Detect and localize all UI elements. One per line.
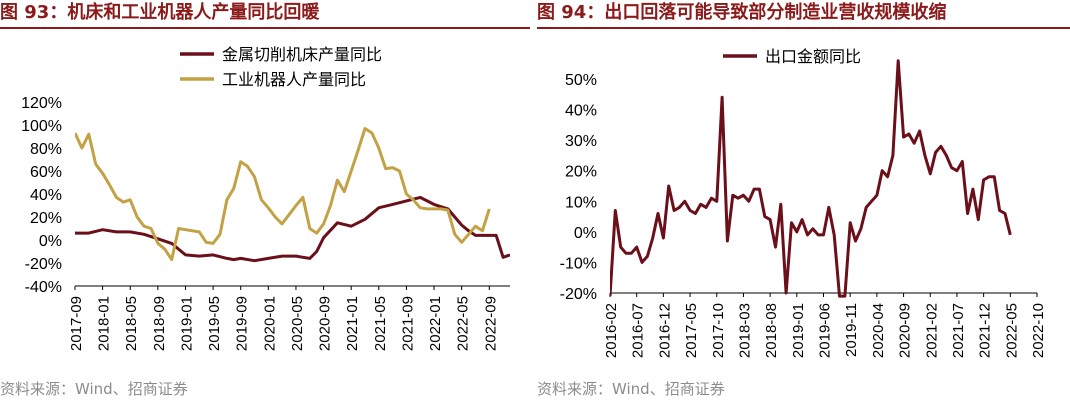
x-tick-label: 2022-05: [1003, 303, 1020, 358]
title-rule-2: [537, 27, 1070, 29]
y-tick-label: 10%: [565, 194, 597, 211]
source-note-2: 资料来源：Wind、招商证券: [537, 380, 725, 398]
x-tick-label: 2022-10: [1030, 303, 1047, 358]
y-tick-label: 50%: [565, 72, 597, 89]
x-tick-label: 2019-06: [817, 303, 834, 358]
x-tick-label: 2022-09: [482, 296, 499, 351]
y-tick-label: 0%: [574, 225, 597, 242]
x-tick-label: 2021-02: [923, 303, 940, 358]
y-tick-label: 80%: [30, 141, 62, 158]
x-tick-label: 2016-02: [603, 303, 620, 358]
y-tick-label: 40%: [565, 103, 597, 120]
figure-label-2: 图 94：: [537, 2, 605, 23]
y-tick-label: -10%: [560, 255, 597, 272]
y-tick-label: 120%: [21, 95, 62, 112]
chart-panel-1: 图 93：机床和工业机器人产量同比回暖 -40% -20% 0% 20% 40% 60% 8…: [0, 0, 530, 405]
x-tick-label: 2020-05: [289, 296, 306, 351]
y-tick-label: 60%: [30, 164, 62, 181]
y-tick-label: -40%: [25, 279, 62, 296]
x-tick-label: 2019-01: [178, 296, 195, 351]
figure-label-1: 图 93：: [0, 2, 68, 23]
x-tick-label: 2021-07: [950, 303, 967, 358]
x-tick-label: 2018-09: [151, 296, 168, 351]
x-tick-label: 2019-01: [790, 303, 807, 358]
x-tick-label: 2021-05: [372, 296, 389, 351]
series-line-2: [75, 127, 491, 262]
y-tick-label: 100%: [21, 118, 62, 135]
figure-title-text-1: 机床和工业机器人产量同比回暖: [67, 2, 320, 23]
x-tick-label: 2021-12: [977, 303, 994, 358]
x-tick-label: 2021-09: [399, 296, 416, 351]
chart-2-svg: -20% -10% 0% 10% 20% 30% 40% 50% 2016-02 2016-07 2…: [560, 47, 1047, 358]
x-tick-label: 2022-05: [455, 296, 472, 351]
y-tick-label: 20%: [565, 164, 597, 181]
x-tick-label: 2020-09: [897, 303, 914, 358]
series-line-1: [75, 195, 510, 263]
y-tick-label: 20%: [30, 210, 62, 227]
x-tick-label: 2017-10: [710, 303, 727, 358]
x-tick-label: 2016-07: [630, 303, 647, 358]
x-tick-label: 2016-12: [656, 303, 673, 358]
x-tick-label: 2019-11: [843, 303, 860, 357]
x-tick-label: 2019-09: [234, 296, 251, 351]
legend-label-2: 工业机器人产量同比: [222, 70, 366, 89]
y-tick-label: -20%: [560, 286, 597, 303]
y-tick-label: 30%: [565, 133, 597, 150]
x-tick-label: 2019-05: [206, 296, 223, 351]
y-tick-label: -20%: [25, 256, 62, 273]
y-tick-label: 0%: [39, 233, 62, 250]
x-tick-label: 2020-01: [261, 296, 278, 351]
x-tick-label: 2022-01: [427, 296, 444, 351]
figure-title-text-2: 出口回落可能导致部分制造业营收规模收缩: [604, 2, 947, 23]
x-tick-label: 2018-05: [123, 296, 140, 351]
x-tick-label: 2017-09: [68, 296, 85, 351]
legend-label-1: 金属切削机床产量同比: [222, 45, 382, 64]
title-rule-1: [0, 27, 530, 29]
x-tick-label: 2020-09: [317, 296, 334, 351]
legend-label-1: 出口金额同比: [765, 47, 861, 66]
chart-title-2: 图 94：出口回落可能导致部分制造业营收规模收缩: [537, 0, 1070, 26]
x-tick-label: 2018-01: [96, 296, 113, 351]
source-note-1: 资料来源：Wind、招商证券: [0, 380, 188, 398]
x-tick-label: 2018-03: [736, 303, 753, 358]
series-line-1: [610, 59, 1012, 298]
x-tick-label: 2018-08: [763, 303, 780, 358]
y-tick-label: 40%: [30, 187, 62, 204]
chart-panel-2: 图 94：出口回落可能导致部分制造业营收规模收缩 -20% -10% 0% 10% 20…: [537, 0, 1070, 405]
x-tick-label: 2017-05: [683, 303, 700, 358]
chart-1-svg: -40% -20% 0% 20% 40% 60% 80% 100% 120% 2017-09 201…: [21, 45, 510, 351]
x-tick-label: 2020-04: [870, 303, 887, 358]
x-tick-label: 2021-01: [344, 296, 361, 351]
chart-title-1: 图 93：机床和工业机器人产量同比回暖: [0, 0, 530, 26]
